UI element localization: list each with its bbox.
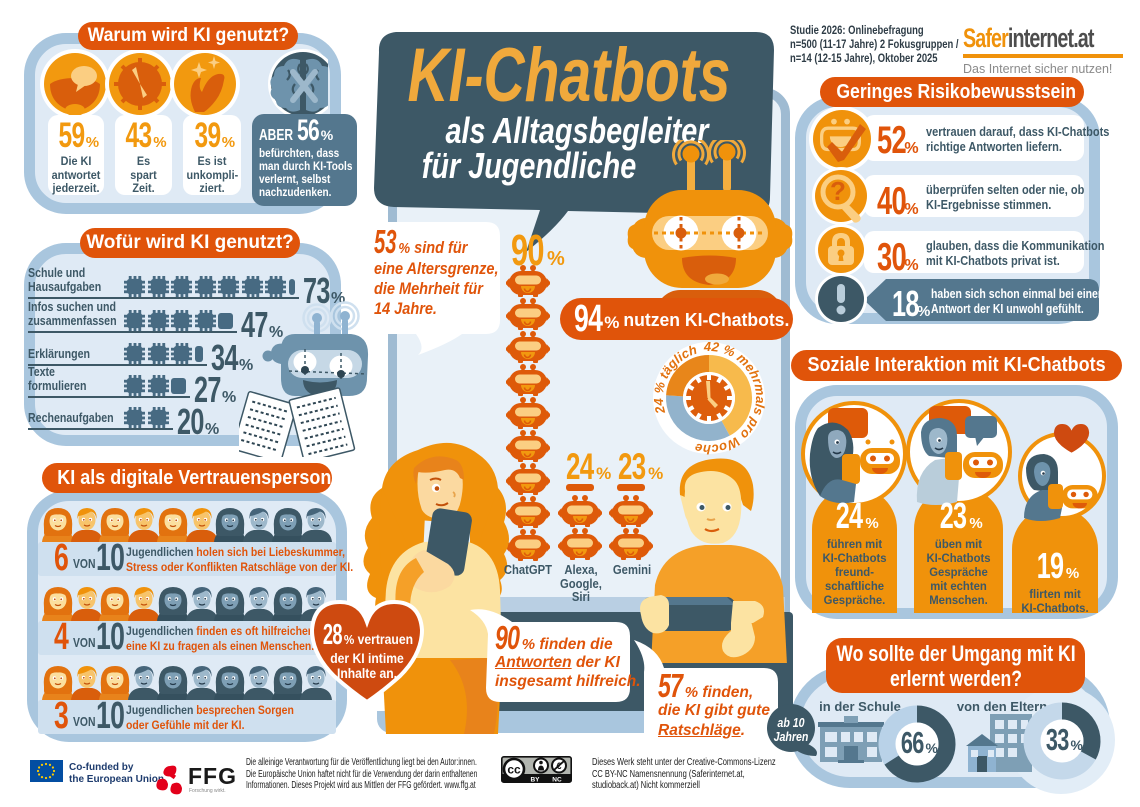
- svg-text:cc: cc: [507, 763, 521, 777]
- svg-text:NC: NC: [552, 777, 562, 784]
- svg-text:?: ?: [830, 176, 846, 206]
- svg-text:BY: BY: [530, 777, 540, 784]
- svg-text:FFG: FFG: [188, 764, 237, 789]
- svg-text:Forschung wirkt.: Forschung wirkt.: [189, 788, 226, 794]
